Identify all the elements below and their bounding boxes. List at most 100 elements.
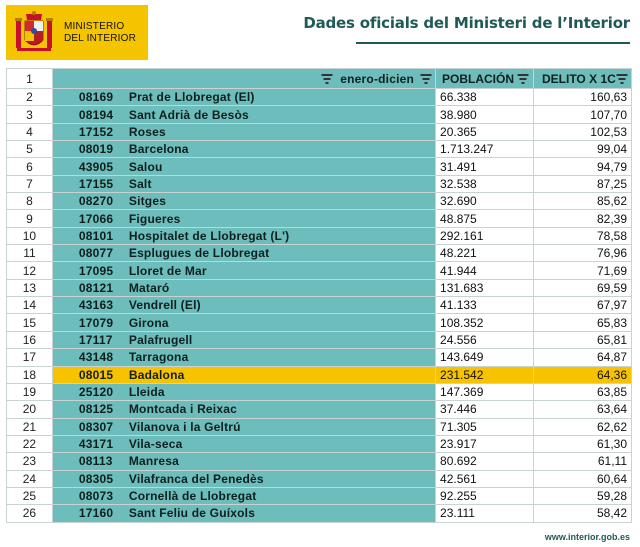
footer-url: www.interior.gob.es xyxy=(544,532,630,542)
row-number: 15 xyxy=(6,313,53,332)
municipality-name: Hospitalet de Llobregat (L') xyxy=(128,228,290,243)
table-row[interactable]: 24 08305 Vilafranca del Penedès 42.561 60,64 xyxy=(6,469,633,488)
municipality-code: 08113 xyxy=(78,454,113,469)
population-cell: 41.944 xyxy=(435,261,534,280)
table-row[interactable]: 22 43171 Vila-seca 23.917 61,30 xyxy=(6,434,633,454)
table-row[interactable]: 16 17117 Palafrugell 24.556 65,81 xyxy=(6,330,633,350)
municipality-cell: 08113 Manresa xyxy=(51,452,437,471)
table-row[interactable]: 26 17160 Sant Feliu de Guíxols 23.111 58,42 xyxy=(6,504,633,523)
municipality-cell: 17155 Salt xyxy=(51,174,437,194)
municipality-code: 43148 xyxy=(78,350,114,365)
row-number: 14 xyxy=(6,296,53,315)
population-cell: 66.338 xyxy=(435,87,534,107)
population-cell: 24.556 xyxy=(435,330,534,350)
row-number: 13 xyxy=(6,278,53,298)
row-number: 1 xyxy=(6,68,53,89)
table-row[interactable]: 21 08307 Vilanova i la Geltrú 71.305 62,62 xyxy=(6,417,633,436)
municipality-name: Lloret de Mar xyxy=(128,263,207,278)
crime-rate-column-header: DELITO X 1C xyxy=(532,68,633,89)
population-cell: 32.690 xyxy=(435,192,534,211)
population-cell: 32.538 xyxy=(435,174,534,194)
population-cell: 38.980 xyxy=(435,105,534,124)
filter-icon[interactable] xyxy=(616,74,627,84)
table-row[interactable]: 23 08113 Manresa 80.692 61,11 xyxy=(6,452,633,471)
table-row[interactable]: 4 17152 Roses 20.365 102,53 xyxy=(6,122,633,142)
row-number: 18 xyxy=(6,365,53,384)
population-cell: 108.352 xyxy=(435,313,534,332)
municipality-cell: 08121 Mataró xyxy=(51,278,437,298)
crime-rate-cell: 160,63 xyxy=(532,87,633,107)
municipality-cell: 17095 Lloret de Mar xyxy=(51,261,437,280)
table-row[interactable]: 6 43905 Salou 31.491 94,79 xyxy=(6,157,633,176)
table-row[interactable]: 2 08169 Prat de Llobregat (El) 66.338 160,63 xyxy=(6,87,633,107)
spain-coat-of-arms-icon xyxy=(15,10,53,51)
municipality-cell: 17160 Sant Feliu de Guíxols xyxy=(51,504,437,523)
row-number: 23 xyxy=(6,452,53,471)
municipality-cell: 43148 Tarragona xyxy=(51,348,437,367)
population-cell: 143.649 xyxy=(435,348,534,367)
filter-icon[interactable] xyxy=(420,74,432,84)
municipality-cell: 08019 Barcelona xyxy=(51,140,437,159)
municipality-name: Cornellà de Llobregat xyxy=(128,489,257,504)
municipality-cell: 08270 Sitges xyxy=(51,192,437,211)
table-row[interactable]: 9 17066 Figueres 48.875 82,39 xyxy=(6,209,633,228)
municipality-cell: 43171 Vila-seca xyxy=(51,434,437,454)
page-title: Dades oficials del Ministeri de l’Interi… xyxy=(303,14,630,32)
table-row[interactable]: 17 43148 Tarragona 143.649 64,87 xyxy=(6,348,633,367)
row-number: 9 xyxy=(6,209,53,228)
municipality-code: 08019 xyxy=(78,142,114,157)
table-row[interactable]: 25 08073 Cornellà de Llobregat 92.255 59,28 xyxy=(6,486,633,506)
filter-icon[interactable] xyxy=(321,74,333,84)
row-number: 5 xyxy=(6,140,53,159)
municipality-cell: 08307 Vilanova i la Geltrú xyxy=(51,417,437,436)
table-row[interactable]: 18 08015 Badalona 231.542 64,36 xyxy=(6,365,633,384)
row-number: 25 xyxy=(6,486,53,506)
row-number: 26 xyxy=(6,504,53,523)
municipality-name: Vilanova i la Geltrú xyxy=(128,419,241,434)
row-number: 16 xyxy=(6,330,53,350)
municipality-name: Sitges xyxy=(128,194,167,209)
municipality-code: 43163 xyxy=(78,298,114,313)
table-row[interactable]: 5 08019 Barcelona 1.713.247 99,04 xyxy=(6,140,633,159)
municipality-name: Barcelona xyxy=(128,142,189,157)
municipality-code: 08101 xyxy=(78,228,114,243)
municipality-cell: 08169 Prat de Llobregat (El) xyxy=(51,87,437,107)
municipality-cell: 08077 Esplugues de Llobregat xyxy=(51,244,437,263)
municipality-name: Prat de Llobregat (El) xyxy=(128,90,255,105)
filter-icon[interactable] xyxy=(517,74,529,84)
crime-rate-cell: 85,62 xyxy=(532,192,633,211)
municipality-code: 43171 xyxy=(78,437,114,452)
row-number: 2 xyxy=(6,87,53,107)
ministry-line-2: DEL INTERIOR xyxy=(64,32,137,44)
crime-rate-cell: 76,96 xyxy=(532,244,633,263)
crime-rate-cell: 69,59 xyxy=(532,278,633,298)
table-row[interactable]: 12 17095 Lloret de Mar 41.944 71,69 xyxy=(6,261,633,280)
municipality-code: 08121 xyxy=(78,280,114,295)
table-row[interactable]: 13 08121 Mataró 131.683 69,59 xyxy=(6,278,633,298)
population-cell: 42.561 xyxy=(435,469,534,488)
crime-rate-cell: 60,64 xyxy=(532,469,633,488)
table-row[interactable]: 14 43163 Vendrell (El) 41.133 67,97 xyxy=(6,296,633,315)
crime-rate-cell: 87,25 xyxy=(532,174,633,194)
population-column-header: POBLACIÓN xyxy=(435,68,534,89)
table-row[interactable]: 8 08270 Sitges 32.690 85,62 xyxy=(6,192,633,211)
crime-rate-cell: 61,30 xyxy=(532,434,633,454)
municipality-name: Tarragona xyxy=(128,350,189,365)
row-number: 3 xyxy=(6,105,53,124)
population-cell: 41.133 xyxy=(435,296,534,315)
crime-rate-cell: 59,28 xyxy=(532,486,633,506)
crime-rate-cell: 82,39 xyxy=(532,209,633,228)
crime-rate-cell: 62,62 xyxy=(532,417,633,436)
table-row[interactable]: 15 17079 Girona 108.352 65,83 xyxy=(6,313,633,332)
row-number: 22 xyxy=(6,434,53,454)
table-row[interactable]: 3 08194 Sant Adrià de Besòs 38.980 107,70 xyxy=(6,105,633,124)
table-row[interactable]: 11 08077 Esplugues de Llobregat 48.221 76,96 xyxy=(6,244,633,263)
table-row[interactable]: 7 17155 Salt 32.538 87,25 xyxy=(6,174,633,194)
municipality-cell: 25120 Lleida xyxy=(51,382,437,402)
municipality-code: 08270 xyxy=(78,194,114,209)
municipality-name: Lleida xyxy=(128,385,165,400)
table-row[interactable]: 20 08125 Montcada i Reixac 37.446 63,64 xyxy=(6,400,633,419)
row-number: 11 xyxy=(6,244,53,263)
table-row[interactable]: 10 08101 Hospitalet de Llobregat (L') 292.1… xyxy=(6,226,633,246)
table-row[interactable]: 19 25120 Lleida 147.369 63,85 xyxy=(6,382,633,402)
